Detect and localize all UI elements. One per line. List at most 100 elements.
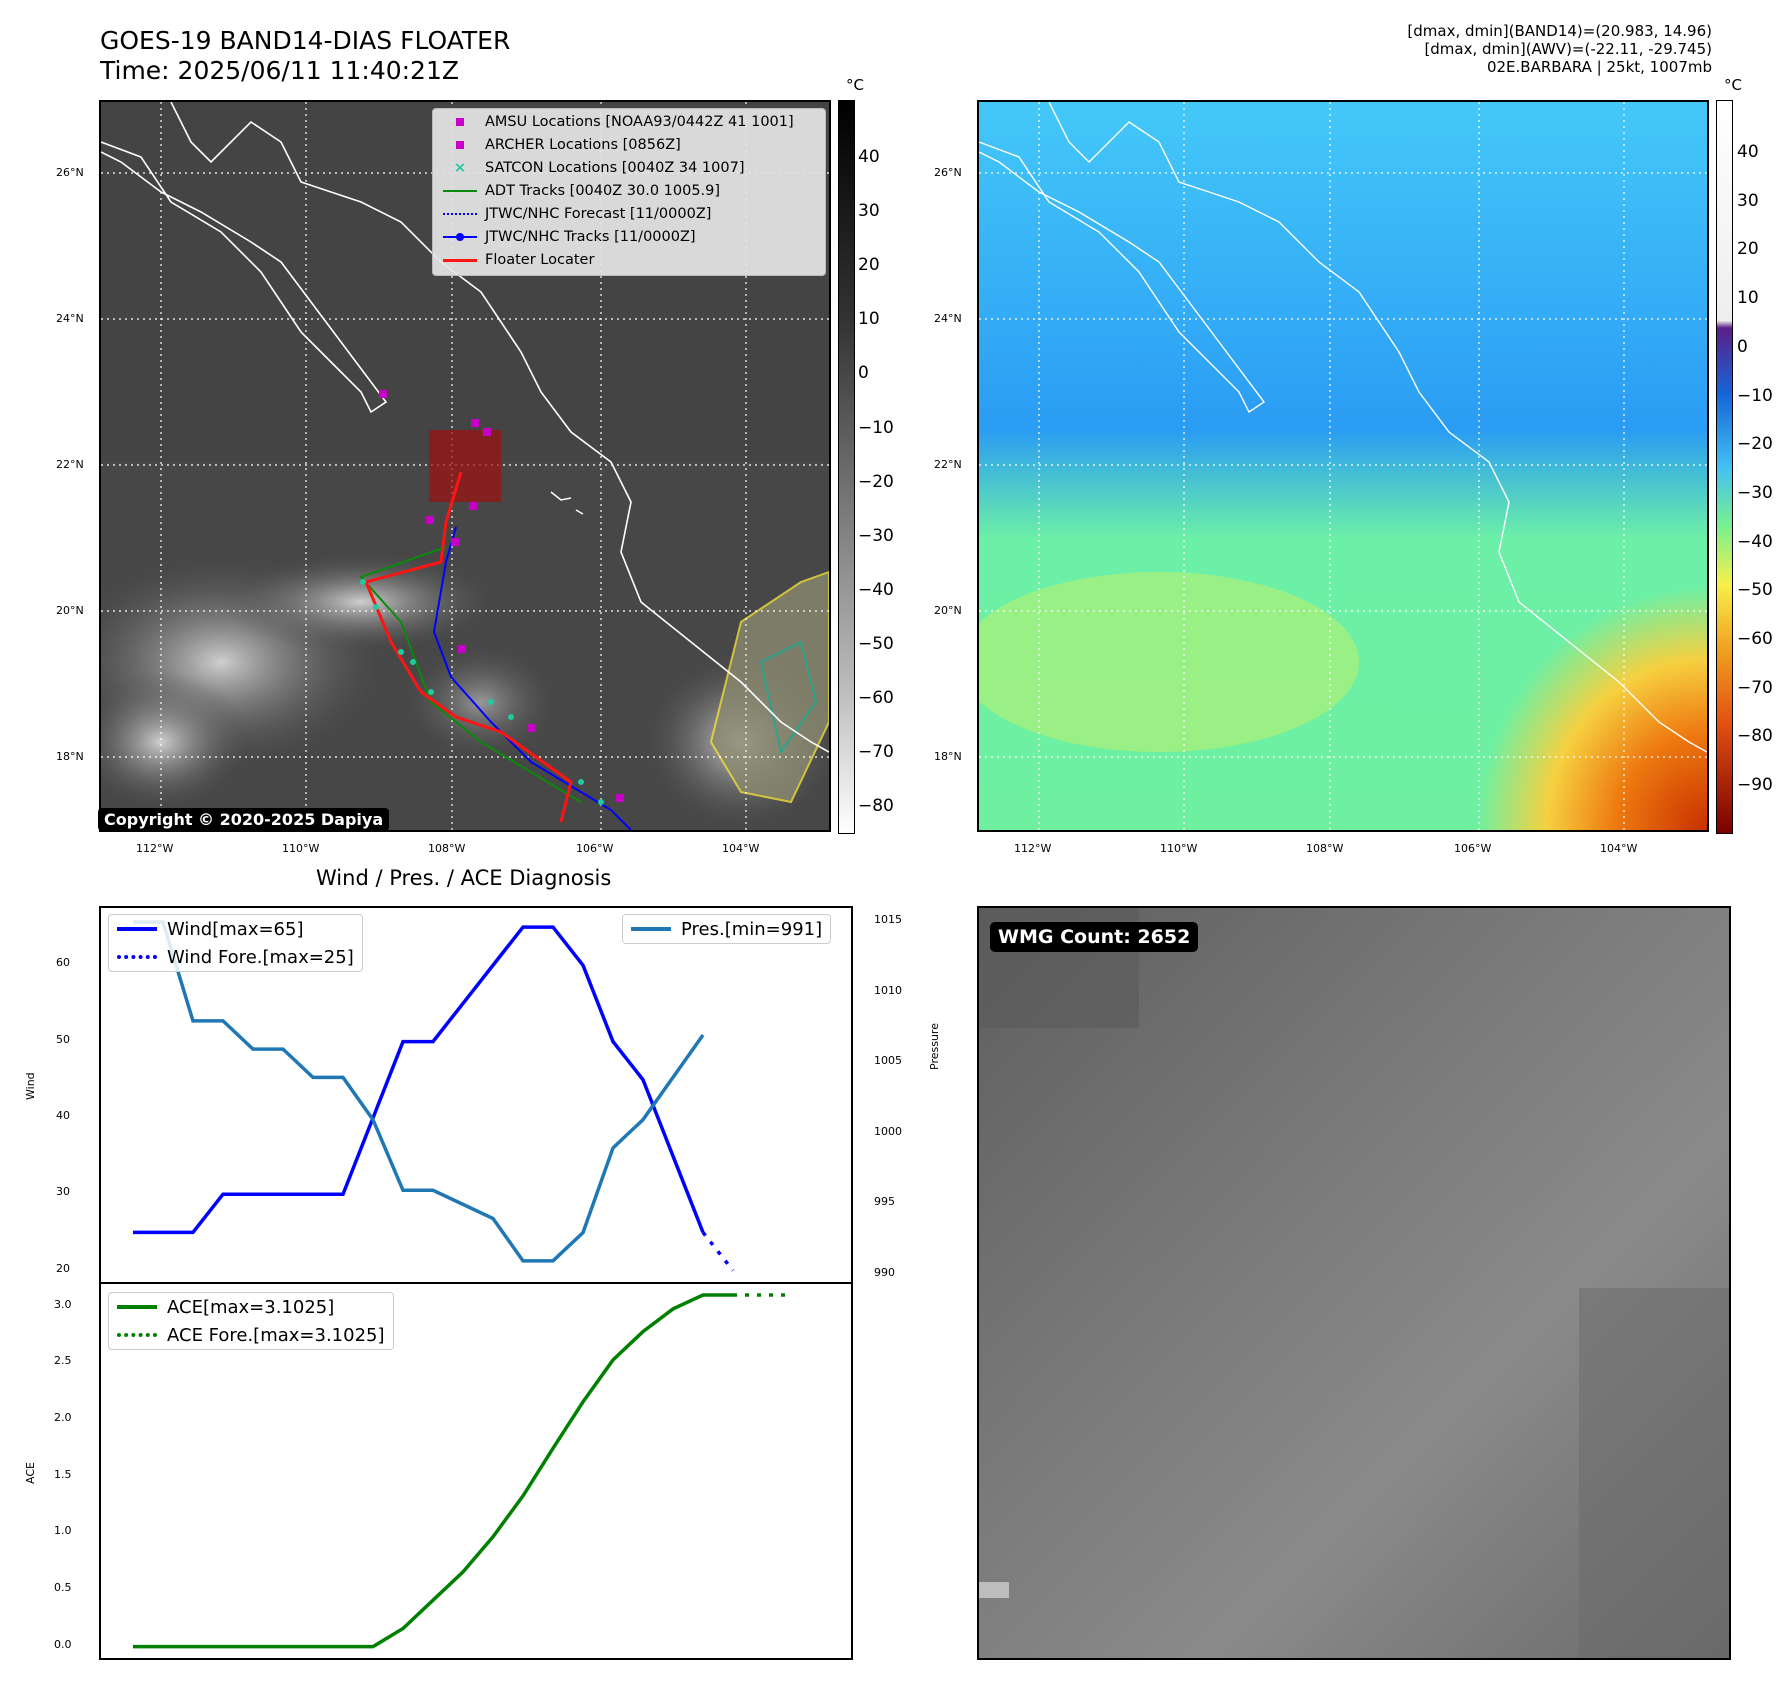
lat-label: 26°N — [934, 166, 962, 179]
stats-line-band14: [dmax, dmin](BAND14)=(20.983, 14.96) — [1407, 22, 1712, 40]
colorbar-tick: −10 — [1737, 385, 1773, 406]
wind-tick-label: 60 — [56, 956, 70, 970]
wmg-count-badge: WMG Count: 2652 — [990, 922, 1199, 952]
pressure-tick-label: 1015 — [874, 913, 902, 927]
colorbar-tick: 0 — [858, 363, 869, 384]
legend-item-jtwc-forecast: JTWC/NHC Forecast [11/0000Z] — [441, 205, 711, 223]
awv-map-svg — [979, 102, 1707, 830]
colorbar-tick: 20 — [858, 255, 880, 276]
colorbar-tick: −90 — [1737, 775, 1773, 796]
colorbar-tick: −50 — [1737, 580, 1773, 601]
lon-label: 110°W — [282, 842, 320, 855]
legend-wind-fore: Wind Fore.[max=25] — [109, 943, 362, 971]
lat-label: 18°N — [56, 750, 84, 763]
legend-item-adt: ADT Tracks [0040Z 30.0 1005.9] — [441, 182, 720, 200]
colorbar-tick: −80 — [858, 796, 894, 817]
colorbar-tick: 0 — [1737, 336, 1748, 357]
jtwc-track — [432, 526, 632, 830]
diagnosis-title: Wind / Pres. / ACE Diagnosis — [316, 866, 612, 890]
figure-time: Time: 2025/06/11 11:40:21Z — [100, 56, 459, 85]
ace-legend: ACE[max=3.1025] ACE Fore.[max=3.1025] — [108, 1292, 394, 1350]
dry-area — [979, 572, 1359, 752]
lat-label: 22°N — [934, 458, 962, 471]
amsu-points — [379, 390, 624, 802]
pressure-tick-label: 990 — [874, 1265, 895, 1279]
ace-axis-label: ACE — [24, 1462, 37, 1484]
cloud-area — [101, 672, 251, 812]
lon-label: 108°W — [1306, 842, 1344, 855]
colorbar-tick: 30 — [858, 201, 880, 222]
wind-axis-label: Wind — [24, 1072, 37, 1100]
convection-contour — [709, 570, 829, 804]
cyan-x-icon: × — [453, 160, 467, 176]
lat-label: 22°N — [56, 458, 84, 471]
dry-hotspot — [1379, 482, 1707, 830]
awv-colorbar — [1716, 100, 1733, 834]
figure-title: GOES-19 BAND14-DIAS FLOATER — [100, 26, 511, 55]
wind-tick-label: 20 — [56, 1261, 70, 1275]
pressure-tick-label: 1000 — [874, 1124, 902, 1138]
ace-tick-label: 3.0 — [54, 1297, 72, 1311]
colorbar-tick: 10 — [1737, 288, 1759, 309]
magenta-square-icon — [441, 118, 479, 126]
lon-label: 112°W — [1014, 842, 1052, 855]
colorbar-tick: −60 — [858, 688, 894, 708]
coastline — [550, 491, 584, 515]
coastline — [1048, 102, 1707, 753]
lon-label: 108°W — [428, 842, 466, 855]
legend-ace: ACE[max=3.1025] — [109, 1293, 393, 1321]
colorbar-tick: −70 — [1737, 677, 1773, 698]
lat-label: 20°N — [56, 604, 84, 617]
satcon-points — [360, 579, 604, 805]
colorbar-tick: −30 — [858, 525, 894, 546]
awv-map — [977, 100, 1709, 832]
pressure-tick-label: 995 — [874, 1195, 895, 1209]
lon-label: 106°W — [576, 842, 614, 855]
colorbar-tick: 40 — [1737, 142, 1759, 162]
colorbar-tick: −70 — [858, 742, 894, 763]
ace-series-line-0 — [133, 1293, 733, 1649]
convection-contour — [759, 640, 818, 755]
green-line-icon — [441, 190, 479, 192]
lon-label: 110°W — [1160, 842, 1198, 855]
red-line-icon — [441, 258, 479, 262]
lon-label: 106°W — [1454, 842, 1492, 855]
coastline — [979, 141, 1266, 414]
legend-item-amsu: AMSU Locations [NOAA93/0442Z 41 1001] — [441, 113, 794, 131]
legend-pressure: Pres.[min=991] — [623, 915, 830, 943]
wind-tick-label: 40 — [56, 1108, 70, 1122]
legend-item-floater: Floater Locater — [441, 251, 594, 269]
blue-line-dot-icon — [441, 233, 479, 241]
graticule — [979, 102, 1707, 830]
colorbar-unit: °C — [846, 76, 864, 94]
colorbar-tick: −10 — [858, 417, 894, 438]
lon-label: 104°W — [722, 842, 760, 855]
wmg-panel — [977, 906, 1731, 1660]
magenta-square-icon — [441, 141, 479, 149]
ace-tick-label: 1.0 — [54, 1524, 72, 1538]
blue-dotted-line-icon — [441, 213, 479, 215]
legend-item-archer: ARCHER Locations [0856Z] — [441, 136, 681, 154]
colorbar-tick: −40 — [1737, 531, 1773, 552]
ace-svg — [133, 1293, 793, 1649]
lat-label: 24°N — [934, 312, 962, 325]
wind-tick-label: 30 — [56, 1185, 70, 1199]
map-legend: AMSU Locations [NOAA93/0442Z 41 1001] AR… — [432, 108, 826, 276]
lon-label: 104°W — [1600, 842, 1638, 855]
stats-block: [dmax, dmin](BAND14)=(20.983, 14.96) [dm… — [1407, 22, 1712, 76]
cloud-area — [221, 552, 501, 652]
colorbar-tick: 10 — [858, 309, 880, 330]
colorbar-tick: 20 — [1737, 239, 1759, 260]
series-line-0 — [133, 925, 705, 1235]
pressure-tick-label: 1010 — [874, 983, 902, 997]
colorbar-unit: °C — [1724, 76, 1742, 94]
colorbar-tick: 40 — [858, 147, 880, 167]
band14-colorbar — [838, 100, 855, 834]
stats-line-storm: 02E.BARBARA | 25kt, 1007mb — [1486, 58, 1712, 76]
pressure-axis-label: Pressure — [928, 1023, 941, 1070]
series-line-2 — [133, 920, 705, 1263]
coastline — [170, 102, 829, 753]
cloud-area — [401, 642, 561, 762]
wmg-svg — [979, 908, 1729, 1658]
legend-wind: Wind[max=65] — [109, 915, 362, 943]
